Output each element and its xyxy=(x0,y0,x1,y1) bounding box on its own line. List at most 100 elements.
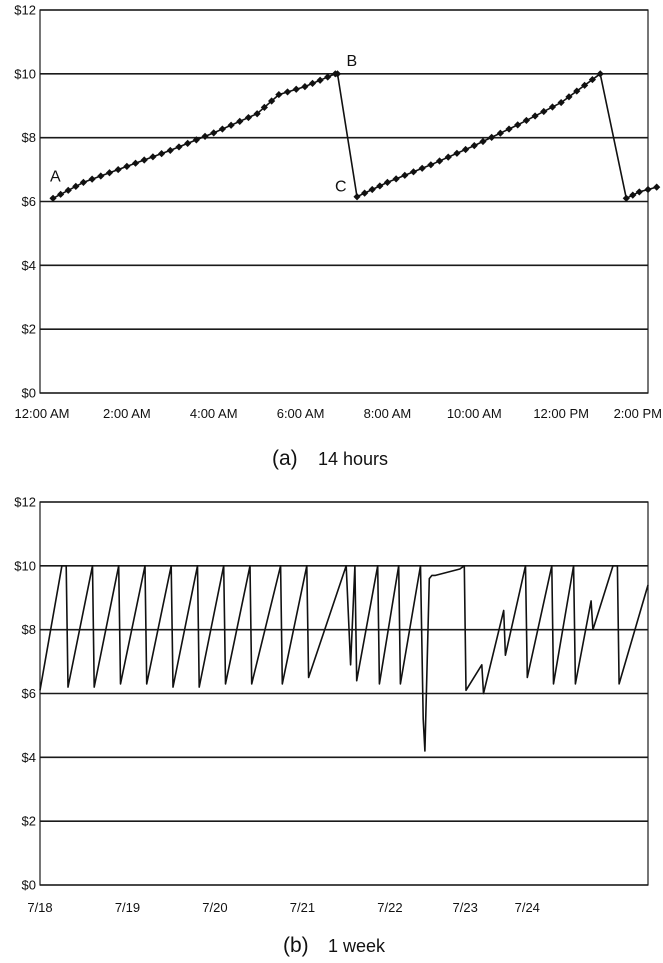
panel-a-data-point xyxy=(79,178,88,186)
panel-b-caption-letter: (b) xyxy=(283,934,309,957)
panel-a-data-point xyxy=(218,125,226,133)
panel-a-data-point xyxy=(409,168,418,176)
panel-b-x-tick-label: 7/23 xyxy=(453,900,478,915)
panel-a-data-point xyxy=(166,146,174,155)
panel-a-data-point xyxy=(140,156,148,164)
panel-a-data-point xyxy=(580,81,589,89)
panel-a-data-point xyxy=(114,165,122,174)
panel-a-data-point xyxy=(149,153,157,161)
panel-a-x-tick-label: 8:00 AM xyxy=(364,406,412,421)
panel-b-x-tick-label: 7/19 xyxy=(115,900,140,915)
panel-a-data-point xyxy=(644,185,652,194)
panel-a-data-point xyxy=(427,161,435,169)
panel-b-series xyxy=(39,564,649,752)
panel-a-data-point xyxy=(635,188,643,196)
panel-a-data-point xyxy=(470,142,478,150)
panel-a-data-point xyxy=(210,129,218,137)
panel-a-data-point xyxy=(184,139,192,148)
panel-b-y-tick-label: $12 xyxy=(14,495,36,510)
panel-a-caption-letter: (a) xyxy=(272,447,298,470)
panel-a-data-point xyxy=(653,183,661,191)
panel-a-y-tick-label: $6 xyxy=(22,194,36,209)
panel-b-y-tick-label: $4 xyxy=(22,750,36,765)
panel-a-y-tick-label: $2 xyxy=(22,322,36,337)
panel-a-data-point xyxy=(72,182,80,190)
panel-a-y-tick-label: $8 xyxy=(22,130,36,145)
panel-a-data-point xyxy=(123,162,131,170)
panel-b-y-tick-label: $6 xyxy=(22,686,36,701)
panel-a-data-point xyxy=(268,97,276,105)
panel-a-data-point xyxy=(333,70,342,78)
panel-a-chart: $0 $2 $4 $6 $8 $10 $12 12:00 AM 2:00 AM 4:00 AM 6… xyxy=(14,3,662,471)
panel-a-x-tick-label: 12:00 PM xyxy=(533,406,589,421)
panel-a-data-point xyxy=(531,112,539,120)
panel-a-data-point xyxy=(192,136,200,144)
panel-b-caption-text: 1 week xyxy=(328,936,386,956)
panel-a-series-line xyxy=(52,73,657,200)
panel-a-data-point xyxy=(64,186,72,194)
panel-a-data-point xyxy=(540,107,548,116)
panel-a-data-point xyxy=(548,103,557,111)
panel-a-x-tick-label: 2:00 AM xyxy=(103,406,151,421)
panel-a-data-point xyxy=(588,75,597,84)
panel-a-data-point xyxy=(227,121,235,129)
panel-a-data-point xyxy=(453,149,461,157)
panel-a-data-point xyxy=(462,145,470,154)
panel-a-x-tick-label: 4:00 AM xyxy=(190,406,238,421)
panel-a-data-point xyxy=(505,125,513,133)
panel-a-data-point xyxy=(383,178,392,186)
panel-a-data-point xyxy=(88,175,96,183)
panel-a-x-ticks: 12:00 AM 2:00 AM 4:00 AM 6:00 AM 8:00 AM 10:0… xyxy=(15,406,662,421)
panel-a-data-point xyxy=(260,103,268,111)
panel-a-x-tick-label: 2:00 PM xyxy=(614,406,662,421)
panel-b-y-tick-label: $10 xyxy=(14,558,36,573)
panel-a-data-point xyxy=(353,193,361,201)
panel-a-data-point xyxy=(97,172,105,180)
panel-a-data-point xyxy=(444,153,452,161)
panel-a-data-point xyxy=(496,129,504,137)
panel-a-data-point xyxy=(376,182,384,190)
panel-a-data-point xyxy=(368,185,376,194)
panel-a-annotations: A B C xyxy=(50,53,357,196)
panel-a-annotation-a: A xyxy=(50,168,61,185)
panel-b-x-tick-label: 7/24 xyxy=(515,900,540,915)
panel-a-data-point xyxy=(479,137,487,146)
panel-a-y-ticks: $0 $2 $4 $6 $8 $10 $12 xyxy=(14,3,36,401)
panel-b-y-ticks: $0 $2 $4 $6 $8 $10 $12 xyxy=(14,495,36,893)
panel-b-chart: $0 $2 $4 $6 $8 $10 $12 7/18 7/19 7/20 7/21 7/22 7/2… xyxy=(14,495,649,957)
panel-a-data-point xyxy=(131,159,140,167)
panel-a-data-point xyxy=(244,113,253,122)
panel-b-gridlines xyxy=(39,501,649,886)
panel-b-y-tick-label: $8 xyxy=(22,622,36,637)
panel-a-data-point xyxy=(629,191,637,199)
panel-a-data-point xyxy=(316,76,324,84)
panel-a-x-tick-label: 12:00 AM xyxy=(15,406,70,421)
panel-a-x-tick-label: 6:00 AM xyxy=(277,406,325,421)
panel-a-data-point xyxy=(514,121,522,129)
panel-a-x-tick-label: 10:00 AM xyxy=(447,406,502,421)
panel-a-data-point xyxy=(292,85,300,93)
panel-a-annotation-c: C xyxy=(335,179,347,196)
panel-a-data-point xyxy=(401,171,409,179)
panel-a-y-tick-label: $12 xyxy=(14,3,36,18)
panel-a-data-point xyxy=(573,87,581,95)
panel-a-data-point xyxy=(488,133,496,141)
panel-b-y-tick-label: $0 xyxy=(22,878,36,893)
panel-b-x-tick-label: 7/21 xyxy=(290,900,315,915)
panel-b-x-ticks: 7/18 7/19 7/20 7/21 7/22 7/23 7/24 xyxy=(27,900,540,915)
panel-b-x-tick-label: 7/18 xyxy=(27,900,52,915)
panel-a-data-point xyxy=(308,79,317,88)
panel-a-data-point xyxy=(361,189,369,197)
panel-b-x-tick-label: 7/22 xyxy=(377,900,402,915)
panel-b-series-line xyxy=(39,564,649,752)
panel-a-data-point xyxy=(253,110,261,118)
panel-a-y-tick-label: $4 xyxy=(22,258,36,273)
panel-a-data-point xyxy=(236,117,244,125)
panel-a-data-point xyxy=(105,169,114,177)
panel-a-data-point xyxy=(301,83,309,91)
panel-a-data-point xyxy=(158,150,166,158)
panel-b-y-tick-label: $2 xyxy=(22,814,36,829)
panel-a-data-point xyxy=(57,190,65,198)
panel-a-data-point xyxy=(622,194,630,202)
